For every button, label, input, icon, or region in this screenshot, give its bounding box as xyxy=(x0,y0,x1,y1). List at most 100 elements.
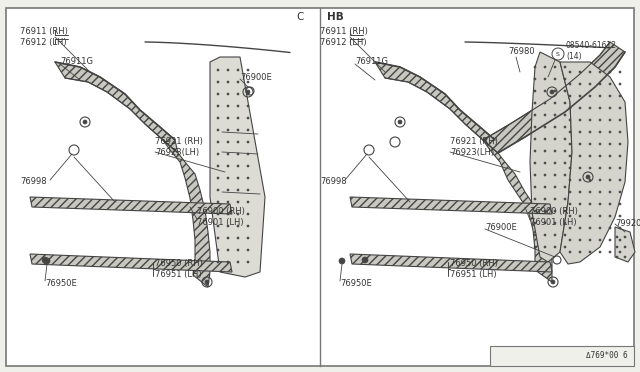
Circle shape xyxy=(619,167,621,169)
Circle shape xyxy=(609,155,611,157)
Circle shape xyxy=(579,143,581,145)
Circle shape xyxy=(564,90,566,92)
Circle shape xyxy=(534,198,536,200)
Polygon shape xyxy=(55,62,178,153)
Circle shape xyxy=(554,222,556,224)
Circle shape xyxy=(624,246,626,248)
Circle shape xyxy=(534,186,536,188)
Text: S: S xyxy=(556,51,560,57)
Circle shape xyxy=(554,90,556,92)
Circle shape xyxy=(569,107,571,109)
Circle shape xyxy=(398,120,402,124)
Circle shape xyxy=(589,71,591,73)
Text: 76950E: 76950E xyxy=(45,279,77,289)
Circle shape xyxy=(599,107,601,109)
Circle shape xyxy=(609,119,611,121)
Polygon shape xyxy=(615,227,635,262)
Circle shape xyxy=(205,280,209,284)
Circle shape xyxy=(217,81,219,83)
Text: 76911G: 76911G xyxy=(60,58,93,67)
Circle shape xyxy=(579,95,581,97)
Circle shape xyxy=(554,198,556,200)
Circle shape xyxy=(589,155,591,157)
Circle shape xyxy=(579,227,581,229)
Circle shape xyxy=(217,69,219,71)
Circle shape xyxy=(599,83,601,85)
Circle shape xyxy=(609,107,611,109)
Circle shape xyxy=(599,251,601,253)
Circle shape xyxy=(544,162,546,164)
Circle shape xyxy=(217,201,219,203)
Circle shape xyxy=(569,155,571,157)
Circle shape xyxy=(544,138,546,140)
Text: 76911G: 76911G xyxy=(355,58,388,67)
Circle shape xyxy=(237,177,239,179)
Circle shape xyxy=(227,225,229,227)
Circle shape xyxy=(534,126,536,128)
Circle shape xyxy=(569,191,571,193)
Circle shape xyxy=(589,83,591,85)
Text: 76900E: 76900E xyxy=(485,222,516,231)
Circle shape xyxy=(599,227,601,229)
Circle shape xyxy=(247,237,249,239)
Circle shape xyxy=(609,239,611,241)
Circle shape xyxy=(237,261,239,263)
Circle shape xyxy=(569,215,571,217)
Circle shape xyxy=(569,95,571,97)
Circle shape xyxy=(564,174,566,176)
Circle shape xyxy=(227,117,229,119)
Bar xyxy=(490,346,634,366)
Circle shape xyxy=(237,69,239,71)
Circle shape xyxy=(616,236,618,238)
Circle shape xyxy=(624,236,626,238)
Circle shape xyxy=(227,81,229,83)
Circle shape xyxy=(227,129,229,131)
Circle shape xyxy=(586,175,590,179)
Circle shape xyxy=(227,105,229,107)
Circle shape xyxy=(217,141,219,143)
Circle shape xyxy=(569,119,571,121)
Text: 76998: 76998 xyxy=(20,177,47,186)
Circle shape xyxy=(217,177,219,179)
Text: 08540-61612
(14): 08540-61612 (14) xyxy=(566,41,617,61)
Polygon shape xyxy=(210,57,265,277)
Circle shape xyxy=(554,126,556,128)
Circle shape xyxy=(619,191,621,193)
Circle shape xyxy=(599,179,601,181)
Circle shape xyxy=(564,102,566,104)
Circle shape xyxy=(569,179,571,181)
Circle shape xyxy=(589,203,591,205)
Circle shape xyxy=(579,131,581,133)
Circle shape xyxy=(227,261,229,263)
Circle shape xyxy=(569,203,571,205)
Text: 76921 (RH)
76923(LH): 76921 (RH) 76923(LH) xyxy=(155,137,203,157)
Circle shape xyxy=(609,83,611,85)
Circle shape xyxy=(247,117,249,119)
Circle shape xyxy=(564,66,566,68)
Circle shape xyxy=(599,215,601,217)
Circle shape xyxy=(544,66,546,68)
Circle shape xyxy=(579,71,581,73)
Circle shape xyxy=(237,105,239,107)
Circle shape xyxy=(554,234,556,236)
Circle shape xyxy=(247,213,249,215)
Circle shape xyxy=(237,225,239,227)
Circle shape xyxy=(609,143,611,145)
Circle shape xyxy=(544,126,546,128)
Circle shape xyxy=(589,227,591,229)
Circle shape xyxy=(534,246,536,248)
Circle shape xyxy=(237,249,239,251)
Circle shape xyxy=(589,131,591,133)
Polygon shape xyxy=(375,62,498,153)
Text: C: C xyxy=(296,12,304,22)
Circle shape xyxy=(247,201,249,203)
Circle shape xyxy=(227,249,229,251)
Circle shape xyxy=(609,179,611,181)
Circle shape xyxy=(619,155,621,157)
Circle shape xyxy=(579,155,581,157)
Circle shape xyxy=(609,215,611,217)
Circle shape xyxy=(554,186,556,188)
Text: 76998: 76998 xyxy=(320,177,347,186)
Circle shape xyxy=(624,256,626,258)
Circle shape xyxy=(589,167,591,169)
